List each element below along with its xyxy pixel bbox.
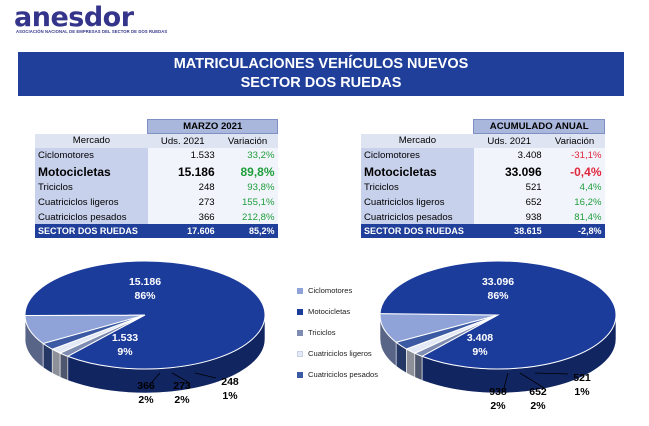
pie-percent-label: 2% [174, 394, 190, 406]
pie-slice-side [414, 352, 423, 381]
col-units: Uds. 2021 [147, 133, 218, 149]
legend-swatch [297, 287, 303, 294]
pie-value-label: 1.533 [112, 332, 138, 344]
legend-item: Cuatriciclos pesados [297, 364, 378, 385]
pie-value-label: 33.096 [482, 276, 514, 288]
annual-table: ACUMULADO ANUAL Mercado Uds. 2021 Variac… [361, 119, 605, 239]
legend-swatch [297, 350, 303, 357]
legend-item: Cuatriciclos ligeros [297, 343, 378, 364]
pie-slice-side [59, 352, 69, 381]
table-row: Cuatriciclos pesados 366 212,8% [35, 209, 278, 225]
table-row: Triciclos 521 4,4% [361, 180, 605, 196]
pie-percent-label: 2% [138, 394, 154, 406]
march-pie-chart: 15.186 86% 1.533 9% 366 2% 273 2% 248 1% [24, 260, 266, 406]
annual-pie-chart: 33.096 86% 3.408 9% 938 2% 652 2% 521 1% [379, 260, 617, 412]
title-line-1: MATRICULACIONES VEHÍCULOS NUEVOS [173, 56, 469, 72]
pie-slice [24, 260, 266, 370]
col-units: Uds. 2021 [473, 133, 545, 149]
pie-percent-label: 9% [472, 346, 488, 358]
table-row: Ciclomotores 1.533 33,2% [35, 148, 278, 163]
anesdor-logo: anesdor [14, 2, 134, 33]
total-row: SECTOR DOS RUEDAS 17.606 85,2% [35, 224, 278, 239]
leader-line [171, 372, 189, 383]
table-row: Motocicletas 15.186 89,8% [35, 162, 278, 181]
pie-percent-label: 2% [530, 400, 546, 412]
pie-percent-label: 86% [487, 290, 509, 302]
table-row: Motocicletas 33.096 -0,4% [361, 162, 605, 181]
table-row: Cuatriciclos ligeros 273 155,1% [35, 195, 278, 210]
pie-value-label: 652 [529, 386, 547, 398]
table-row: Cuatriciclos ligeros 652 16,2% [361, 195, 605, 210]
pie-slice-side [51, 348, 61, 378]
pie-percent-label: 86% [134, 290, 156, 302]
period-header: MARZO 2021 [147, 119, 278, 134]
pie-value-label: 3.408 [467, 332, 493, 344]
leader-line [534, 372, 569, 375]
table-row: Triciclos 248 93,8% [35, 180, 278, 196]
pie-value-label: 521 [573, 372, 591, 384]
table-row: Cuatriciclos pesados 938 81,4% [361, 209, 605, 225]
pie-slice [379, 260, 617, 370]
pie-slice-side [406, 348, 416, 378]
period-header: ACUMULADO ANUAL [473, 119, 605, 134]
legend-swatch [297, 371, 303, 378]
chart-legend: Ciclomotores Motocicletas Triciclos Cuat… [297, 280, 378, 385]
legend-item: Ciclomotores [297, 280, 378, 301]
title-line-2: SECTOR DOS RUEDAS [240, 75, 402, 91]
total-row: SECTOR DOS RUEDAS 38.615 -2,8% [361, 224, 605, 239]
col-market: Mercado [361, 133, 474, 149]
pie-value-label: 938 [489, 386, 507, 398]
page-title-banner: MATRICULACIONES VEHÍCULOS NUEVOS SECTOR … [18, 52, 624, 96]
table-row: Ciclomotores 3.408 -31,1% [361, 148, 605, 163]
pie-percent-label: 1% [222, 390, 238, 402]
pie-value-label: 273 [173, 380, 191, 392]
march-table: MARZO 2021 Mercado Uds. 2021 Variación C… [35, 119, 278, 239]
legend-item: Triciclos [297, 322, 378, 343]
col-market: Mercado [35, 133, 148, 149]
pie-value-label: 366 [137, 380, 155, 392]
pie-value-label: 15.186 [129, 276, 161, 288]
pie-percent-label: 9% [117, 346, 133, 358]
leader-line [151, 372, 161, 383]
pie-percent-label: 2% [490, 400, 506, 412]
pie-value-label: 248 [221, 376, 239, 388]
logo-tagline: ASOCIACIÓN NACIONAL DE EMPRESAS DEL SECT… [16, 29, 168, 34]
legend-item: Motocicletas [297, 301, 378, 322]
leader-line [519, 372, 545, 389]
legend-swatch [297, 329, 303, 336]
leader-line [194, 372, 217, 379]
legend-swatch [297, 308, 303, 315]
pie-percent-label: 1% [574, 386, 590, 398]
col-variation: Variación [217, 133, 278, 149]
leader-line [503, 372, 509, 389]
col-variation: Variación [544, 133, 605, 149]
